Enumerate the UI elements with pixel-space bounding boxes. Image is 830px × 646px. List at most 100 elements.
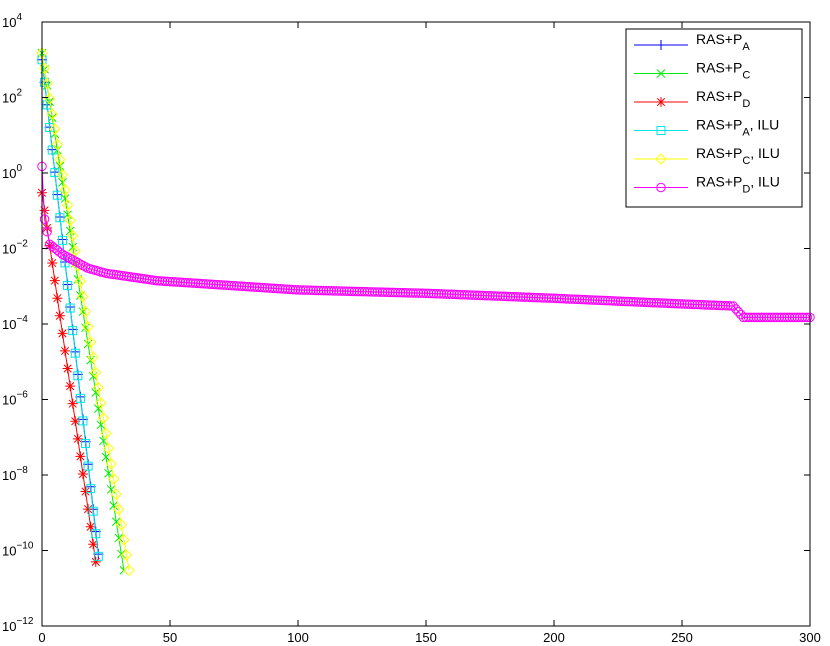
data-point bbox=[428, 288, 439, 299]
data-point bbox=[341, 286, 352, 296]
data-point bbox=[359, 286, 370, 297]
data-point bbox=[769, 312, 779, 323]
data-point bbox=[743, 312, 754, 323]
data-point bbox=[544, 293, 554, 303]
data-point bbox=[352, 286, 362, 297]
y-tick-label: 10−2 bbox=[2, 239, 28, 257]
data-point bbox=[357, 286, 367, 297]
data-point bbox=[400, 288, 411, 298]
data-point bbox=[95, 397, 107, 409]
data-point bbox=[211, 279, 221, 290]
data-point bbox=[339, 286, 349, 296]
data-point bbox=[155, 276, 165, 286]
data-point bbox=[257, 282, 267, 293]
data-point bbox=[467, 290, 477, 300]
data-point bbox=[728, 301, 738, 311]
data-point bbox=[59, 184, 71, 196]
data-point bbox=[748, 312, 759, 323]
data-point bbox=[118, 534, 130, 546]
data-point bbox=[434, 289, 444, 299]
x-tick-label: 0 bbox=[38, 630, 45, 645]
data-point bbox=[74, 275, 87, 287]
data-point bbox=[354, 286, 365, 297]
data-point bbox=[107, 473, 120, 485]
data-point bbox=[102, 442, 115, 455]
data-point bbox=[52, 190, 62, 200]
legend-label: RAS+PA, ILU bbox=[696, 117, 779, 139]
data-point bbox=[57, 328, 68, 339]
tick-layer: 0 50 100 150 200 250 300 104 102 100 10−2 10−4 10−6 1… bbox=[2, 12, 821, 645]
data-point bbox=[321, 285, 331, 296]
legend: RAS+PA RAS+PC RAS+PD RAS+PA, ILU RAS+PC, ILU… bbox=[625, 28, 803, 208]
data-point bbox=[234, 281, 244, 291]
data-point bbox=[655, 153, 667, 165]
data-point bbox=[444, 289, 454, 299]
x-tick-label: 100 bbox=[287, 630, 309, 645]
data-point bbox=[439, 289, 449, 299]
data-point bbox=[170, 277, 180, 287]
data-point bbox=[165, 276, 175, 287]
data-point bbox=[316, 285, 326, 296]
data-point bbox=[86, 484, 96, 494]
data-point bbox=[597, 295, 608, 306]
data-point bbox=[42, 226, 52, 237]
data-point bbox=[669, 298, 680, 309]
data-point bbox=[800, 312, 810, 323]
data-point bbox=[720, 300, 731, 311]
data-point bbox=[411, 288, 421, 298]
y-tick-label: 100 bbox=[2, 163, 22, 181]
data-point bbox=[731, 304, 741, 314]
data-point bbox=[403, 288, 413, 298]
data-point bbox=[167, 276, 178, 287]
legend-label: RAS+PA bbox=[696, 31, 750, 53]
data-point bbox=[787, 312, 797, 323]
data-point bbox=[390, 287, 401, 298]
data-point bbox=[441, 289, 452, 299]
data-point bbox=[610, 296, 621, 306]
data-point bbox=[518, 292, 529, 302]
data-point bbox=[795, 312, 805, 323]
y-tick-label: 10−4 bbox=[2, 314, 28, 332]
series-line bbox=[41, 59, 99, 557]
data-point bbox=[477, 290, 488, 301]
series-line bbox=[41, 192, 97, 562]
data-point bbox=[347, 286, 357, 297]
data-point bbox=[682, 299, 692, 309]
data-point bbox=[334, 286, 344, 296]
data-point bbox=[718, 300, 728, 311]
data-point bbox=[631, 297, 641, 307]
data-point bbox=[375, 287, 385, 297]
x-tick-label: 50 bbox=[163, 630, 177, 645]
data-point bbox=[55, 213, 65, 223]
data-point bbox=[111, 517, 121, 527]
data-point bbox=[51, 138, 64, 151]
data-point bbox=[387, 287, 398, 298]
data-point bbox=[372, 287, 383, 297]
data-point bbox=[226, 280, 237, 291]
data-point bbox=[183, 277, 193, 288]
data-point bbox=[715, 300, 726, 311]
data-point bbox=[252, 282, 262, 292]
data-point bbox=[549, 293, 559, 304]
data-point bbox=[249, 282, 260, 292]
data-point bbox=[54, 153, 66, 166]
data-point bbox=[120, 549, 133, 561]
data-point bbox=[426, 288, 436, 299]
data-point bbox=[62, 252, 73, 262]
data-point bbox=[679, 299, 690, 309]
data-point bbox=[777, 312, 787, 323]
data-point bbox=[385, 287, 395, 298]
data-point bbox=[308, 285, 319, 296]
legend-item: RAS+PD, ILU bbox=[634, 174, 780, 196]
data-point bbox=[567, 294, 577, 304]
data-point bbox=[67, 255, 78, 265]
x-tick-label: 250 bbox=[671, 630, 693, 645]
data-point bbox=[705, 300, 715, 310]
data-point bbox=[431, 288, 441, 299]
data-point bbox=[551, 293, 562, 304]
data-point bbox=[741, 312, 751, 323]
data-point bbox=[707, 300, 718, 310]
data-point bbox=[377, 287, 388, 297]
data-point bbox=[569, 294, 580, 304]
data-point bbox=[418, 288, 429, 298]
